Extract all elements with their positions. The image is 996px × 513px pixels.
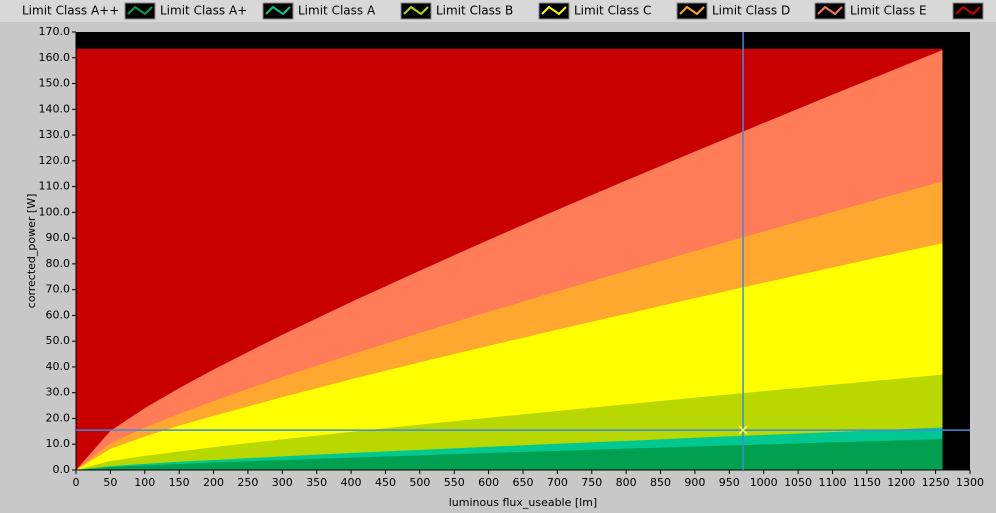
y-tick-label: 30.0: [46, 386, 71, 399]
y-tick-label: 100.0: [39, 205, 71, 218]
legend-label: Limit Class D: [712, 4, 790, 18]
x-axis-label: luminous flux_useable [lm]: [449, 496, 597, 509]
x-tick-label: 550: [444, 476, 465, 489]
x-tick-label: 450: [375, 476, 396, 489]
x-tick-label: 850: [650, 476, 671, 489]
y-tick-label: 20.0: [46, 411, 71, 424]
x-tick-label: 350: [306, 476, 327, 489]
legend-label: Limit Class A+: [160, 4, 247, 18]
x-tick-label: 600: [478, 476, 499, 489]
legend: Limit Class A++ Limit Class A+ Limit Class…: [22, 2, 984, 20]
y-tick-label: 80.0: [46, 257, 71, 270]
x-tick-label: 950: [719, 476, 740, 489]
x-tick-label: 750: [581, 476, 602, 489]
x-tick-label: 200: [203, 476, 224, 489]
y-tick-label: 130.0: [39, 128, 71, 141]
legend-swatch-line: [817, 5, 843, 16]
x-tick-label: 1200: [887, 476, 915, 489]
y-tick-label: 50.0: [46, 334, 71, 347]
x-tick-label: 1250: [922, 476, 950, 489]
x-tick-label: 700: [547, 476, 568, 489]
y-tick-label: 120.0: [39, 154, 71, 167]
x-tick-label: 400: [341, 476, 362, 489]
legend-label: Limit Class A++: [22, 4, 119, 18]
y-tick-label: 140.0: [39, 102, 71, 115]
legend-swatch-line: [679, 5, 705, 16]
x-tick-label: 900: [684, 476, 705, 489]
y-tick-label: 170.0: [39, 25, 71, 38]
x-tick-label: 50: [103, 476, 117, 489]
x-tick-label: 800: [616, 476, 637, 489]
x-tick-label: 1100: [818, 476, 846, 489]
legend-bar: [0, 0, 996, 22]
x-tick-label: 500: [409, 476, 430, 489]
legend-label: Limit Class B: [436, 4, 513, 18]
x-tick-label: 650: [513, 476, 534, 489]
x-tick-label: 150: [169, 476, 190, 489]
y-tick-label: 60.0: [46, 308, 71, 321]
y-axis-label: corrected_power [W]: [25, 194, 38, 309]
x-tick-label: 300: [272, 476, 293, 489]
x-tick-label: 0: [73, 476, 80, 489]
cursor-marker: [738, 425, 748, 435]
y-tick-label: 10.0: [46, 437, 71, 450]
legend-swatch-line: [403, 5, 429, 16]
y-tick-label: 90.0: [46, 231, 71, 244]
legend-swatch-line: [127, 5, 153, 16]
y-tick-label: 0.0: [53, 463, 71, 476]
x-tick-label: 250: [237, 476, 258, 489]
legend-label: Limit Class C: [574, 4, 651, 18]
legend-label: Limit Class E: [850, 4, 927, 18]
legend-swatch-line: [955, 5, 981, 16]
legend-swatch-line: [541, 5, 567, 16]
legend-swatch-line: [265, 5, 291, 16]
x-tick-label: 100: [134, 476, 155, 489]
y-tick-label: 70.0: [46, 283, 71, 296]
x-tick-label: 1300: [956, 476, 984, 489]
y-tick-label: 150.0: [39, 77, 71, 90]
area: [76, 439, 943, 470]
y-tick-label: 160.0: [39, 51, 71, 64]
legend-label: Limit Class A: [298, 4, 376, 18]
y-tick-label: 40.0: [46, 360, 71, 373]
y-tick-label: 110.0: [39, 180, 71, 193]
x-tick-label: 1050: [784, 476, 812, 489]
x-tick-label: 1000: [750, 476, 778, 489]
x-tick-label: 1150: [853, 476, 881, 489]
